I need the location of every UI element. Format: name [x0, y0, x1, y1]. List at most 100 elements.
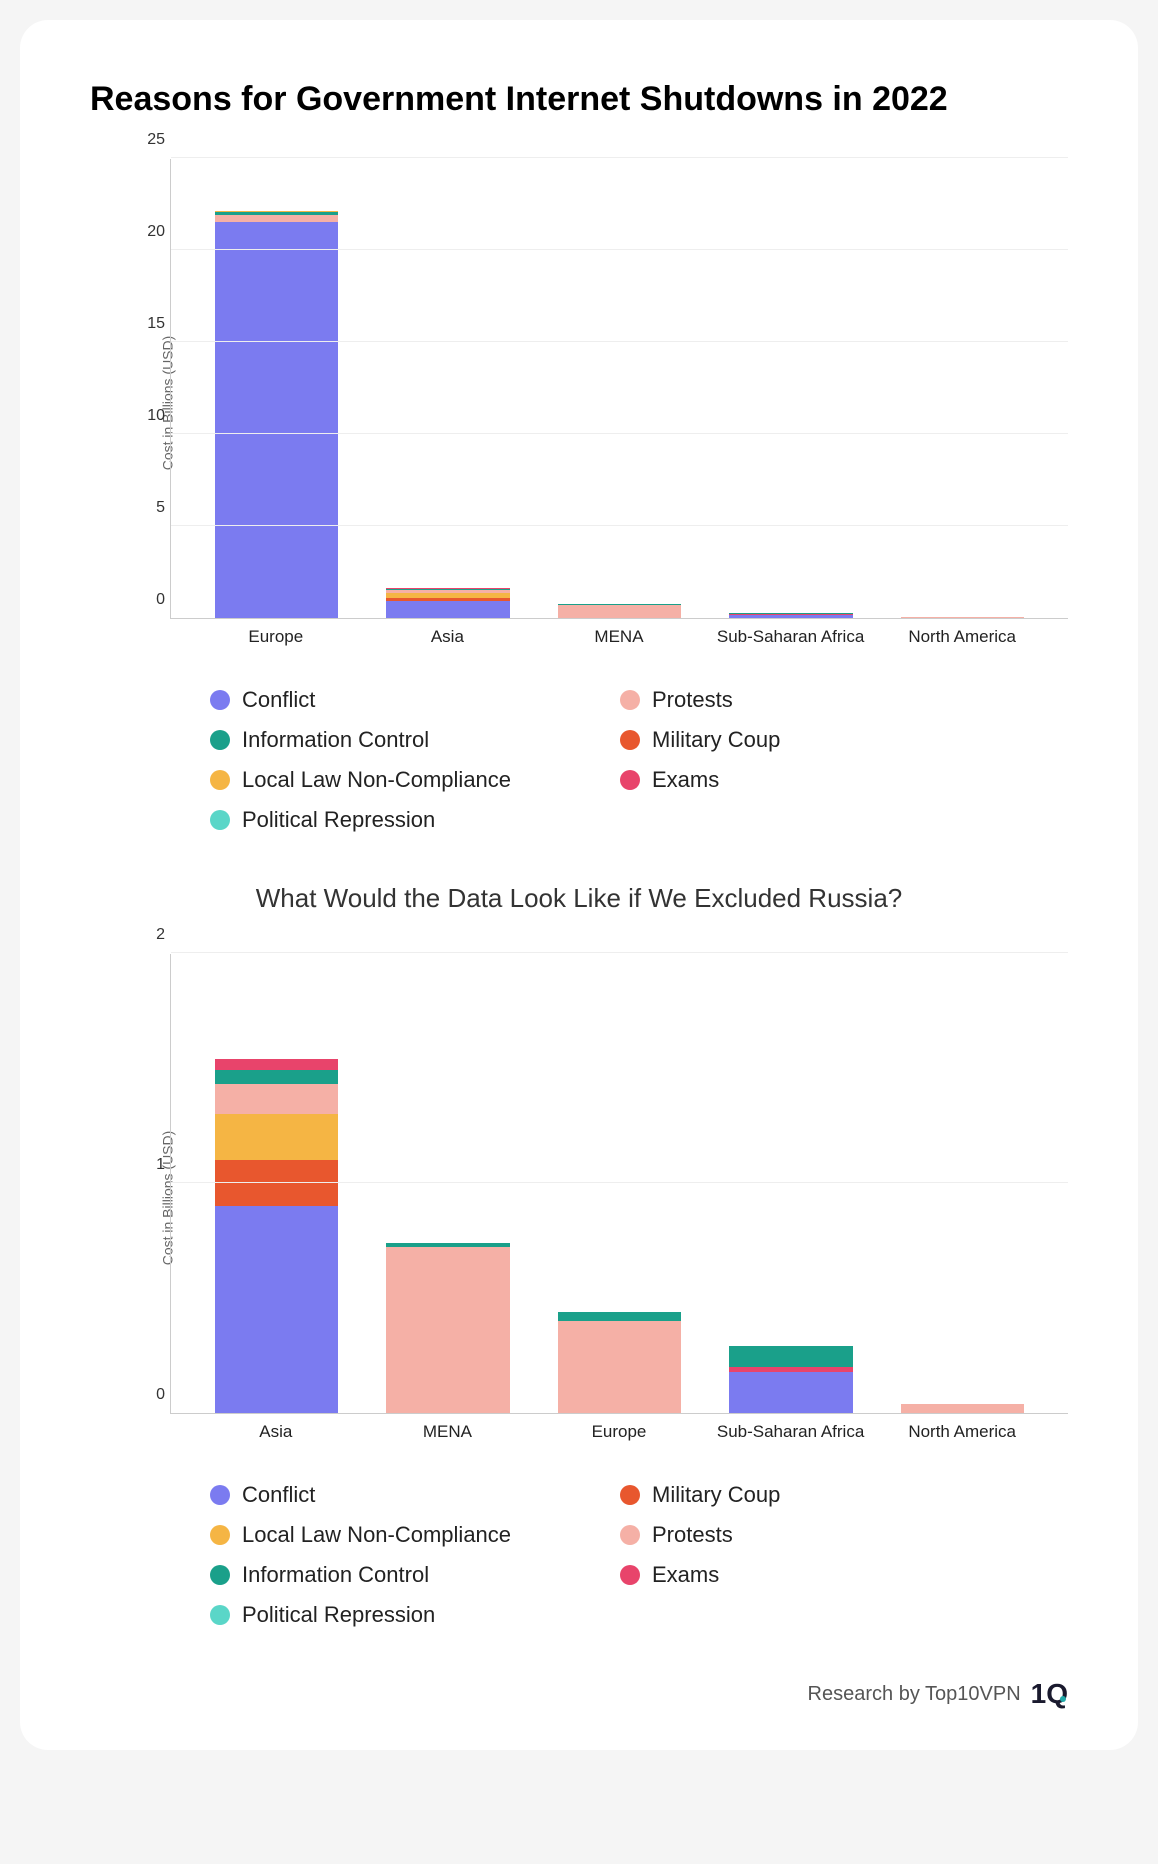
legend-item: Political Repression — [210, 807, 580, 833]
stacked-bar — [901, 617, 1024, 618]
legend-item: Exams — [620, 767, 990, 793]
x-tick-label: North America — [876, 627, 1048, 647]
grid-line — [171, 249, 1068, 250]
legend-label: Conflict — [242, 1482, 315, 1508]
legend-label: Protests — [652, 1522, 733, 1548]
footer-text: Research by Top10VPN — [808, 1683, 1021, 1706]
legend-item: Protests — [620, 687, 990, 713]
bar-segment — [386, 601, 509, 618]
x-tick-label: Asia — [362, 627, 534, 647]
bar-segment — [729, 1346, 852, 1367]
bar-segment — [215, 1160, 338, 1206]
x-tick-label: Europe — [190, 627, 362, 647]
x-tick-label: Asia — [190, 1422, 362, 1442]
bars-container-2 — [171, 954, 1068, 1413]
bar-slot — [705, 954, 876, 1413]
legend-label: Conflict — [242, 687, 315, 713]
legend-swatch-icon — [210, 1565, 230, 1585]
legend-label: Exams — [652, 767, 719, 793]
bar-segment — [386, 1247, 509, 1413]
y-tick-label: 20 — [121, 223, 165, 241]
legend-label: Political Repression — [242, 1602, 435, 1628]
legend-label: Local Law Non-Compliance — [242, 1522, 511, 1548]
footer-logo-dot — [1060, 1696, 1066, 1702]
stacked-bar — [215, 211, 338, 618]
x-tick-label: Sub-Saharan Africa — [705, 627, 877, 647]
bar-segment — [901, 1404, 1024, 1413]
bar-slot — [191, 159, 362, 618]
bar-slot — [534, 159, 705, 618]
bar-segment — [729, 615, 852, 618]
stacked-bar — [386, 1243, 509, 1413]
legend-2: Conflict Military Coup Local Law Non-Compl… — [210, 1482, 990, 1628]
bar-slot — [362, 954, 533, 1413]
grid-line — [171, 525, 1068, 526]
x-labels-2: AsiaMENAEuropeSub-Saharan AfricaNorth Am… — [170, 1422, 1068, 1442]
legend-item: Information Control — [210, 727, 580, 753]
bar-segment — [215, 215, 338, 222]
legend-swatch-icon — [620, 1485, 640, 1505]
x-labels-1: EuropeAsiaMENASub-Saharan AfricaNorth Am… — [170, 627, 1068, 647]
legend-label: Information Control — [242, 1562, 429, 1588]
grid-line — [171, 1182, 1068, 1183]
bar-segment — [215, 1114, 338, 1160]
legend-item: Local Law Non-Compliance — [210, 767, 580, 793]
x-tick-label: MENA — [362, 1422, 534, 1442]
legend-label: Information Control — [242, 727, 429, 753]
stacked-bar — [901, 1404, 1024, 1413]
legend-label: Military Coup — [652, 1482, 780, 1508]
legend-label: Exams — [652, 1562, 719, 1588]
grid-line — [171, 433, 1068, 434]
legend-label: Protests — [652, 687, 733, 713]
bars-container-1 — [171, 159, 1068, 618]
bar-segment — [901, 617, 1024, 618]
stacked-bar — [729, 1346, 852, 1413]
legend-item: Local Law Non-Compliance — [210, 1522, 580, 1548]
legend-swatch-icon — [210, 1525, 230, 1545]
stacked-bar — [558, 1312, 681, 1413]
bar-segment — [729, 1372, 852, 1413]
legend-item: Conflict — [210, 1482, 580, 1508]
footer: Research by Top10VPN 1Q — [90, 1678, 1068, 1710]
bar-segment — [558, 1312, 681, 1321]
stacked-bar — [558, 604, 681, 618]
footer-logo-text: 1Q — [1031, 1678, 1068, 1709]
chart-1: Cost in Billions (USD) 0510152025 Europe… — [130, 159, 1068, 647]
bar-segment — [558, 1321, 681, 1413]
bar-slot — [534, 954, 705, 1413]
y-tick-label: 10 — [121, 407, 165, 425]
grid-line — [171, 157, 1068, 158]
bar-segment — [215, 1084, 338, 1114]
legend-1: Conflict Protests Information Control Milit… — [210, 687, 990, 833]
bar-segment — [215, 1059, 338, 1071]
bar-slot — [877, 954, 1048, 1413]
subtitle: What Would the Data Look Like if We Excl… — [90, 883, 1068, 914]
legend-swatch-icon — [620, 690, 640, 710]
bar-segment — [215, 222, 338, 618]
x-tick-label: North America — [876, 1422, 1048, 1442]
x-tick-label: Europe — [533, 1422, 705, 1442]
legend-swatch-icon — [210, 730, 230, 750]
legend-label: Political Repression — [242, 807, 435, 833]
stacked-bar — [729, 613, 852, 618]
legend-item: Exams — [620, 1562, 990, 1588]
legend-item: Military Coup — [620, 1482, 990, 1508]
grid-line — [171, 952, 1068, 953]
y-tick-label: 0 — [121, 591, 165, 609]
chart-card: Reasons for Government Internet Shutdown… — [20, 20, 1138, 1750]
footer-logo-icon: 1Q — [1031, 1678, 1068, 1710]
legend-swatch-icon — [210, 1605, 230, 1625]
stacked-bar — [215, 1059, 338, 1413]
main-title: Reasons for Government Internet Shutdown… — [90, 80, 1068, 119]
y-tick-label: 1 — [121, 1156, 165, 1174]
grid-line — [171, 341, 1068, 342]
y-tick-label: 15 — [121, 315, 165, 333]
bar-slot — [705, 159, 876, 618]
legend-item: Protests — [620, 1522, 990, 1548]
legend-item: Information Control — [210, 1562, 580, 1588]
x-tick-label: Sub-Saharan Africa — [705, 1422, 877, 1442]
x-tick-label: MENA — [533, 627, 705, 647]
legend-label: Military Coup — [652, 727, 780, 753]
legend-swatch-icon — [620, 730, 640, 750]
bar-slot — [877, 159, 1048, 618]
